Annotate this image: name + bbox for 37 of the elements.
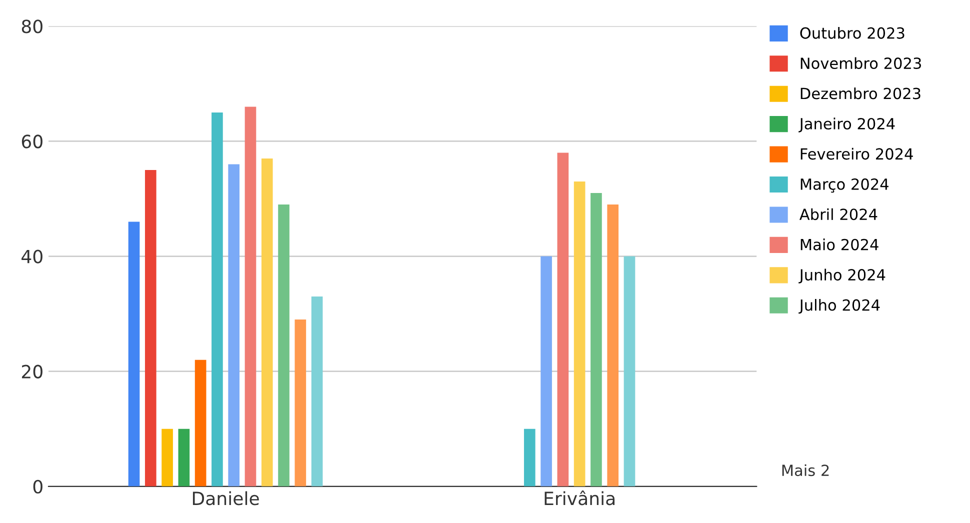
bar	[162, 428, 173, 486]
legend-label: Dezembro 2023	[800, 87, 920, 100]
bar	[278, 204, 290, 486]
bar	[524, 428, 536, 486]
y-tick-label: 0	[33, 480, 42, 494]
y-tick-label: 80	[22, 20, 42, 34]
x-tick-label: Erivânia	[544, 490, 614, 506]
legend-label: Maio 2024	[800, 238, 878, 250]
bar	[607, 204, 619, 486]
bar	[540, 256, 552, 486]
bar	[178, 428, 190, 486]
legend-label: Janeiro 2024	[798, 118, 895, 132]
bar	[261, 158, 273, 486]
bar	[311, 296, 323, 486]
legend-label: Novembro 2023	[800, 57, 921, 70]
legend-label: Fevereiro 2024	[800, 148, 913, 160]
bar	[228, 164, 240, 486]
text: Mais 2	[782, 464, 829, 476]
bar	[557, 152, 569, 486]
bar	[574, 181, 586, 486]
bar	[194, 360, 206, 486]
legend-label: Junho 2024	[798, 268, 886, 284]
bar	[590, 192, 602, 486]
bar	[144, 170, 156, 486]
bar	[212, 112, 223, 486]
x-tick-label: Daniele	[192, 491, 259, 506]
y-tick-label: 60	[22, 134, 42, 148]
bar	[294, 320, 306, 486]
bar	[244, 106, 256, 486]
bar	[624, 256, 636, 486]
y-tick-label: 40	[22, 250, 42, 264]
legend-label: Outubro 2023	[800, 27, 904, 39]
bar	[128, 222, 140, 486]
legend-label: Julho 2024	[798, 298, 880, 314]
legend-label: Abril 2024	[799, 208, 878, 220]
legend-label: Março 2024	[800, 178, 888, 193]
y-tick-label: 20	[22, 364, 42, 378]
